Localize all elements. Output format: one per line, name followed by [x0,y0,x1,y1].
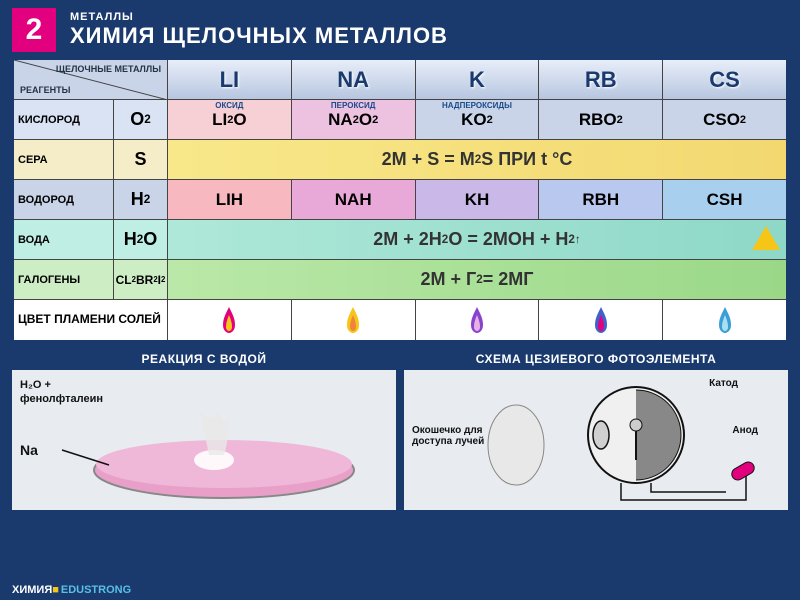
flame-cell [292,300,416,340]
metal-header: CS [663,60,786,99]
flame-cell [663,300,786,340]
reagent-label: ВОДОРОД [14,180,114,219]
reagent-symbol: H2O [114,220,168,259]
reagent-symbol: H2 [114,180,168,219]
product-cell: RBO2 [539,100,663,139]
sodium-label: Na [20,442,38,458]
metal-header: RB [539,60,663,99]
reaction-table: ЩЕЛОЧНЫЕ МЕТАЛЛЫ РЕАГЕНТЫ LI NA K RB CS … [12,58,788,342]
photoelement-panel: СХЕМА ЦЕЗИЕВОГО ФОТОЭЛЕМЕНТА Катод Анод … [404,348,788,510]
panel-title: РЕАКЦИЯ С ВОДОЙ [12,348,396,370]
water-reaction-diagram: H₂O +фенолфталеин Na [12,370,396,510]
row-halogens: ГАЛОГЕНЫ CL2 BR2 I2 2M + Г2 = 2MГ [14,260,786,300]
corner-bottom-label: РЕАГЕНТЫ [20,85,70,95]
poster-title: ХИМИЯ ЩЕЛОЧНЫХ МЕТАЛЛОВ [70,23,448,49]
product-cell: LIH [168,180,292,219]
footer-brand: ХИМИЯ [12,584,52,596]
reagent-label: ВОДА [14,220,114,259]
footer-publisher: EDUSTRONG [61,584,131,596]
poster-header: 2 МЕТАЛЛЫ ХИМИЯ ЩЕЛОЧНЫХ МЕТАЛЛОВ [0,0,800,58]
row-oxygen: КИСЛОРОД O2 ОКСИДLI2O ПЕРОКСИДNA2O2 НАДП… [14,100,786,140]
product-cell: CSH [663,180,786,219]
water-composition-label: H₂O +фенолфталеин [20,378,103,407]
reagent-symbol: CL2 BR2 I2 [114,260,168,299]
bottom-panels: РЕАКЦИЯ С ВОДОЙ H₂O +фенолфталеин Na СХЕ… [12,348,788,510]
corner-top-label: ЩЕЛОЧНЫЕ МЕТАЛЛЫ [56,64,161,74]
reagent-label: КИСЛОРОД [14,100,114,139]
product-cell: CSO2 [663,100,786,139]
reagent-label: СЕРА [14,140,114,179]
poster-footer: ХИМИЯ ■ EDUSTRONG [0,580,800,600]
flame-cell [168,300,292,340]
table-header-row: ЩЕЛОЧНЫЕ МЕТАЛЛЫ РЕАГЕНТЫ LI NA K RB CS [14,60,786,100]
flame-cell [416,300,540,340]
warning-icon [752,226,780,250]
window-label: Окошечко для доступа лучей [412,425,487,447]
flame-cell [539,300,663,340]
equation-cell: 2M + 2H2O = 2MOH + H2↑ [168,220,786,259]
product-cell: KH [416,180,540,219]
panel-title: СХЕМА ЦЕЗИЕВОГО ФОТОЭЛЕМЕНТА [404,348,788,370]
lesson-number-badge: 2 [12,8,56,52]
reagent-symbol: O2 [114,100,168,139]
metal-header: LI [168,60,292,99]
row-hydrogen: ВОДОРОД H2 LIH NAH KH RBH CSH [14,180,786,220]
product-cell: RBH [539,180,663,219]
row-flame-color: ЦВЕТ ПЛАМЕНИ СОЛЕЙ [14,300,786,340]
flame-row-label: ЦВЕТ ПЛАМЕНИ СОЛЕЙ [14,300,168,340]
metal-header: NA [292,60,416,99]
row-water: ВОДА H2O 2M + 2H2O = 2MOH + H2↑ [14,220,786,260]
corner-cell: ЩЕЛОЧНЫЕ МЕТАЛЛЫ РЕАГЕНТЫ [14,60,168,99]
water-reaction-panel: РЕАКЦИЯ С ВОДОЙ H₂O +фенолфталеин Na [12,348,396,510]
row-sulfur: СЕРА S 2M + S = M2S ПРИ t °C [14,140,786,180]
photoelement-diagram: Катод Анод Окошечко для доступа лучей [404,370,788,510]
product-cell: ОКСИДLI2O [168,100,292,139]
metal-header: K [416,60,540,99]
product-cell: NAH [292,180,416,219]
product-cell: НАДПЕРОКСИДЫKO2 [416,100,540,139]
cathode-label: Катод [709,378,738,389]
reagent-label: ГАЛОГЕНЫ [14,260,114,299]
equation-cell: 2M + Г2 = 2MГ [168,260,786,299]
category-subtitle: МЕТАЛЛЫ [70,11,448,23]
anode-label: Анод [732,425,758,436]
equation-cell: 2M + S = M2S ПРИ t °C [168,140,786,179]
reagent-symbol: S [114,140,168,179]
chemistry-poster: 2 МЕТАЛЛЫ ХИМИЯ ЩЕЛОЧНЫХ МЕТАЛЛОВ ЩЕЛОЧН… [0,0,800,600]
